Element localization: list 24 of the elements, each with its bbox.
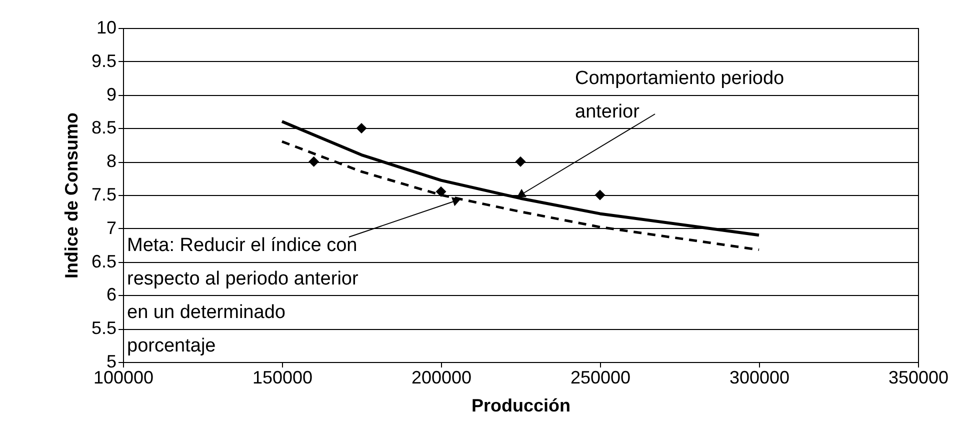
y-tick-label: 7.5 bbox=[91, 184, 116, 204]
y-tick-label: 8 bbox=[106, 151, 116, 172]
x-tick-label: 150000 bbox=[252, 368, 313, 388]
y-tick-label: 7 bbox=[106, 218, 116, 238]
y-axis-title: Indice de Consumo bbox=[61, 112, 82, 279]
point bbox=[356, 122, 367, 134]
x-tick-label: 350000 bbox=[888, 368, 949, 388]
x-tick-label: 250000 bbox=[570, 368, 631, 388]
y-tick-label: 9.5 bbox=[91, 50, 116, 71]
point bbox=[308, 156, 320, 167]
x-tick-label: 300000 bbox=[729, 368, 790, 388]
x-tick-label: 200000 bbox=[411, 368, 472, 388]
y-tick-label: 9 bbox=[106, 84, 116, 104]
y-tick-label: 6 bbox=[106, 284, 116, 305]
annotation: Meta: Reducir el índice con respecto al periodo anterior en un determinado porcentaje bbox=[127, 235, 359, 356]
y-tick-label: 6.5 bbox=[91, 251, 116, 272]
point bbox=[436, 186, 446, 197]
y-tick-label: 10 bbox=[96, 18, 116, 38]
y-tick-label: 8.5 bbox=[91, 118, 116, 138]
point bbox=[594, 190, 606, 200]
x-axis-title: Producción bbox=[471, 396, 571, 416]
annotation: Comportamiento periodo anterior bbox=[575, 68, 784, 122]
y-tick-label: 5.5 bbox=[91, 318, 116, 338]
point bbox=[515, 156, 526, 167]
